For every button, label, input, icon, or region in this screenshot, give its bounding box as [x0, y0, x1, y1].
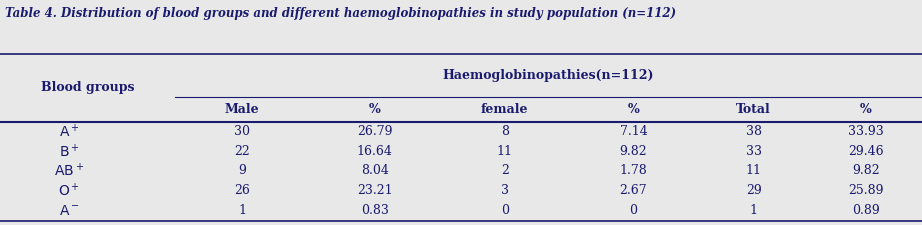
Text: 9.82: 9.82: [852, 164, 880, 178]
Text: 9.82: 9.82: [620, 145, 647, 158]
Text: 8.04: 8.04: [361, 164, 389, 178]
Text: 0.89: 0.89: [852, 204, 880, 217]
Text: %: %: [628, 103, 639, 116]
Text: 7.14: 7.14: [620, 125, 647, 138]
Text: 26.79: 26.79: [357, 125, 393, 138]
Text: 33.93: 33.93: [848, 125, 883, 138]
Text: 23.21: 23.21: [357, 184, 393, 197]
Text: $\mathdefault{A}^-$: $\mathdefault{A}^-$: [59, 204, 79, 218]
Text: $\mathdefault{A}^+$: $\mathdefault{A}^+$: [59, 123, 79, 140]
Text: 25.89: 25.89: [848, 184, 883, 197]
Text: 33: 33: [746, 145, 762, 158]
Text: 22: 22: [234, 145, 250, 158]
Text: Male: Male: [225, 103, 259, 116]
Text: 16.64: 16.64: [357, 145, 393, 158]
Text: 11: 11: [497, 145, 513, 158]
Text: $\mathdefault{AB}^+$: $\mathdefault{AB}^+$: [54, 162, 84, 180]
Text: 3: 3: [501, 184, 509, 197]
Text: $\mathdefault{B}^+$: $\mathdefault{B}^+$: [59, 143, 79, 160]
Text: 8: 8: [501, 125, 509, 138]
Text: $\mathdefault{O}^+$: $\mathdefault{O}^+$: [58, 182, 80, 199]
Text: 26: 26: [234, 184, 250, 197]
Text: 0: 0: [630, 204, 637, 217]
Text: 2.67: 2.67: [620, 184, 647, 197]
Text: Haemoglobinopathies(n=112): Haemoglobinopathies(n=112): [443, 69, 655, 82]
Text: 1: 1: [238, 204, 246, 217]
Text: %: %: [369, 103, 381, 116]
Text: 2: 2: [501, 164, 509, 178]
Text: female: female: [481, 103, 528, 116]
Text: 38: 38: [746, 125, 762, 138]
Text: 1.78: 1.78: [620, 164, 647, 178]
Text: 0: 0: [501, 204, 509, 217]
Text: 0.83: 0.83: [361, 204, 389, 217]
Text: 11: 11: [746, 164, 762, 178]
Text: 29.46: 29.46: [848, 145, 883, 158]
Text: 29: 29: [746, 184, 762, 197]
Text: Total: Total: [737, 103, 771, 116]
Text: 9: 9: [238, 164, 246, 178]
Text: 1: 1: [750, 204, 758, 217]
Text: Blood groups: Blood groups: [41, 81, 135, 94]
Text: Table 4. Distribution of blood groups and different haemoglobinopathies in study: Table 4. Distribution of blood groups an…: [5, 7, 676, 20]
Text: %: %: [860, 103, 871, 116]
Text: 30: 30: [234, 125, 250, 138]
